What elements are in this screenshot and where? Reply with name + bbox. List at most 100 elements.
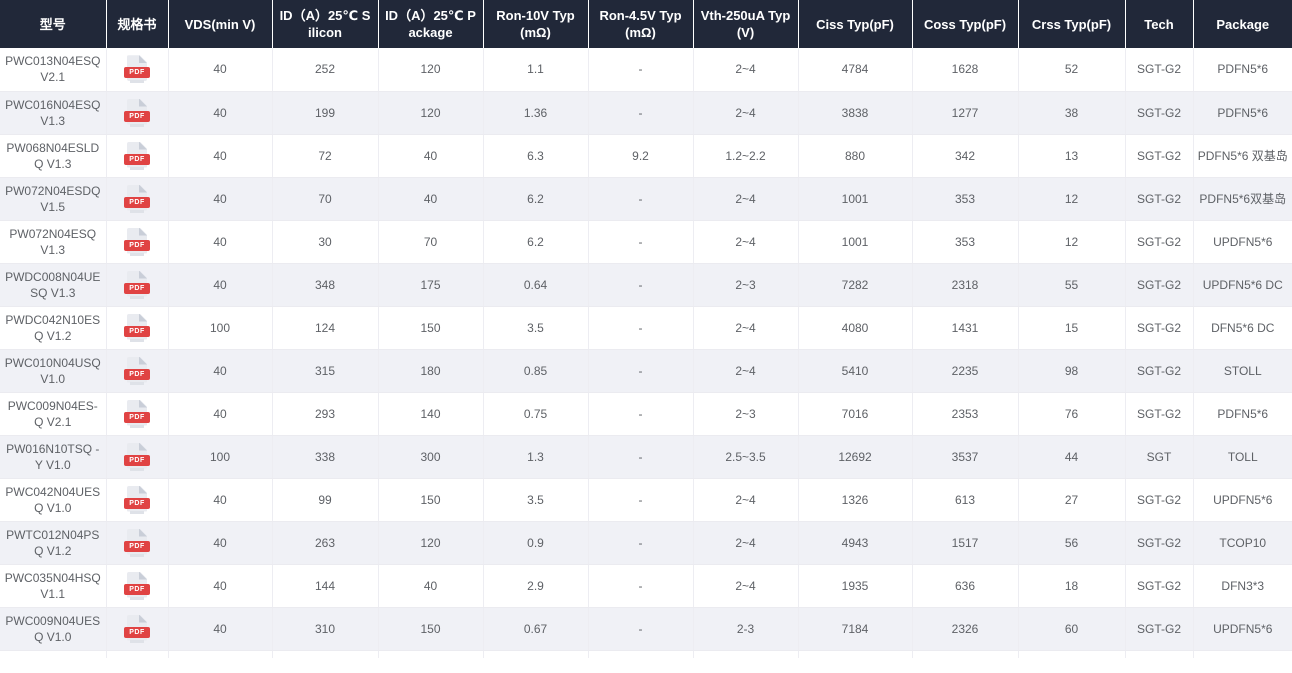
pdf-banner-label: PDF — [124, 196, 150, 208]
table-row: PW016N10TSQ -Y V1.0 PDF 100 338 300 1.3-2.5~3… — [0, 435, 1292, 479]
ron_45v-cell: - — [588, 177, 694, 221]
ron_10v-cell: 6.3 — [483, 134, 589, 178]
pdf-fold-corner — [139, 55, 147, 64]
vth-cell: 2~4 — [693, 306, 799, 350]
coss-cell: 2326 — [912, 607, 1019, 651]
pdf-datasheet-icon[interactable]: PDF — [124, 485, 150, 514]
ron_10v-cell: 1.36 — [483, 91, 589, 135]
pdf-datasheet-icon[interactable]: PDF — [124, 528, 150, 557]
ron_45v-cell: - — [588, 220, 694, 264]
pdf-datasheet-icon[interactable]: PDF — [124, 98, 150, 127]
datasheet-cell: PDF — [106, 349, 169, 393]
ciss-cell: 1001 — [798, 220, 913, 264]
pdf-datasheet-icon[interactable]: PDF — [124, 399, 150, 428]
crss-cell: 55 — [1018, 263, 1126, 307]
pdf-bottom-strip — [130, 381, 144, 385]
tech-cell: SGT — [1125, 435, 1194, 479]
ron_10v-cell: 6.2 — [483, 220, 589, 264]
ron_10v-cell: 0.9 — [483, 521, 589, 565]
pdf-fold-corner — [139, 184, 147, 193]
id_package-cell: 40 — [378, 134, 484, 178]
tech-cell: SGT-G2 — [1125, 91, 1194, 135]
column-header-vds: VDS(min V) — [168, 0, 273, 48]
model-cell: PWDC042N10ESQ V1.2 — [0, 306, 107, 350]
ron_45v-cell: - — [588, 607, 694, 651]
table-row: PWC010N04USQ V1.0 PDF 40 315 180 0.85-2~4 5410… — [0, 349, 1292, 393]
id_package-cell: 70 — [378, 220, 484, 264]
ron_45v-cell: - — [588, 263, 694, 307]
model-cell: PW016N10TSQ -Y V1.0 — [0, 435, 107, 479]
table-body: PWC013N04ESQ V2.1 PDF 40 252 120 1.1-2~4 4784 1… — [0, 48, 1292, 658]
vds-cell: 100 — [168, 435, 273, 479]
package-cell: UPDFN5*6 — [1193, 607, 1292, 651]
datasheet-cell: PDF — [106, 607, 169, 651]
datasheet-cell: PDF — [106, 564, 169, 608]
ciss-cell: 7184 — [798, 607, 913, 651]
tech-cell: SGT-G2 — [1125, 220, 1194, 264]
id_package-cell: 175 — [378, 263, 484, 307]
crss-cell: 98 — [1018, 349, 1126, 393]
tech-cell: SGT-G2 — [1125, 521, 1194, 565]
tech-cell: SGT-G2 — [1125, 607, 1194, 651]
tech-cell: SGT-G2 — [1125, 263, 1194, 307]
vds-cell: 40 — [168, 392, 273, 436]
table-header-row: 型号 规格书 VDS(min V) ID（A）25℃ Silicon ID（A）25℃ … — [0, 0, 1292, 48]
ciss-cell: 4080 — [798, 306, 913, 350]
column-header-ron_10v: Ron-10V Typ(mΩ) — [483, 0, 589, 48]
vth-cell: 2~4 — [693, 349, 799, 393]
vth-cell: 2~4 — [693, 91, 799, 135]
package-cell: DFN5*6 DC — [1193, 306, 1292, 350]
pdf-bottom-strip — [130, 295, 144, 299]
pdf-fold-corner — [139, 571, 147, 580]
ron_45v-cell: - — [588, 564, 694, 608]
partial-row — [0, 650, 1292, 658]
coss-cell: 613 — [912, 478, 1019, 522]
pdf-datasheet-icon[interactable]: PDF — [124, 227, 150, 256]
pdf-bottom-strip — [130, 553, 144, 557]
vds-cell: 100 — [168, 306, 273, 350]
ron_45v-cell: - — [588, 91, 694, 135]
pdf-bottom-strip — [130, 639, 144, 643]
pdf-fold-corner — [139, 614, 147, 623]
pdf-datasheet-icon[interactable]: PDF — [124, 571, 150, 600]
ron_10v-cell: 0.67 — [483, 607, 589, 651]
coss-cell: 353 — [912, 177, 1019, 221]
coss-cell: 1628 — [912, 48, 1019, 92]
coss-cell: 1277 — [912, 91, 1019, 135]
pdf-fold-corner — [139, 313, 147, 322]
pdf-datasheet-icon[interactable]: PDF — [124, 141, 150, 170]
pdf-datasheet-icon[interactable]: PDF — [124, 270, 150, 299]
column-header-package: Package — [1193, 0, 1292, 48]
pdf-bottom-strip — [130, 80, 144, 84]
pdf-datasheet-icon[interactable]: PDF — [124, 184, 150, 213]
pdf-datasheet-icon[interactable]: PDF — [124, 356, 150, 385]
id_silicon-cell: 263 — [272, 521, 379, 565]
datasheet-cell: PDF — [106, 263, 169, 307]
pdf-bottom-strip — [130, 424, 144, 428]
pdf-banner-label: PDF — [124, 368, 150, 380]
vds-cell: 40 — [168, 349, 273, 393]
table-row: PWC042N04UESQ V1.0 PDF 40 99 150 3.5-2~4 1326 6… — [0, 478, 1292, 522]
pdf-datasheet-icon[interactable]: PDF — [124, 55, 150, 84]
pdf-datasheet-icon[interactable]: PDF — [124, 442, 150, 471]
model-cell: PW072N04ESQ V1.3 — [0, 220, 107, 264]
coss-cell: 2318 — [912, 263, 1019, 307]
coss-cell: 3537 — [912, 435, 1019, 479]
vth-cell: 1.2~2.2 — [693, 134, 799, 178]
coss-cell: 342 — [912, 134, 1019, 178]
column-header-model: 型号 — [0, 0, 107, 48]
ron_45v-cell: - — [588, 392, 694, 436]
vds-cell: 40 — [168, 607, 273, 651]
ron_45v-cell: - — [588, 306, 694, 350]
model-cell: PWC035N04HSQ V1.1 — [0, 564, 107, 608]
pdf-datasheet-icon[interactable]: PDF — [124, 614, 150, 643]
ciss-cell: 880 — [798, 134, 913, 178]
pdf-datasheet-icon[interactable]: PDF — [124, 313, 150, 342]
datasheet-cell: PDF — [106, 91, 169, 135]
crss-cell: 38 — [1018, 91, 1126, 135]
column-header-tech: Tech — [1125, 0, 1194, 48]
tech-cell: SGT-G2 — [1125, 177, 1194, 221]
coss-cell: 1517 — [912, 521, 1019, 565]
table-row: PWC009N04UESQ V1.0 PDF 40 310 150 0.67-2-3 718… — [0, 607, 1292, 651]
